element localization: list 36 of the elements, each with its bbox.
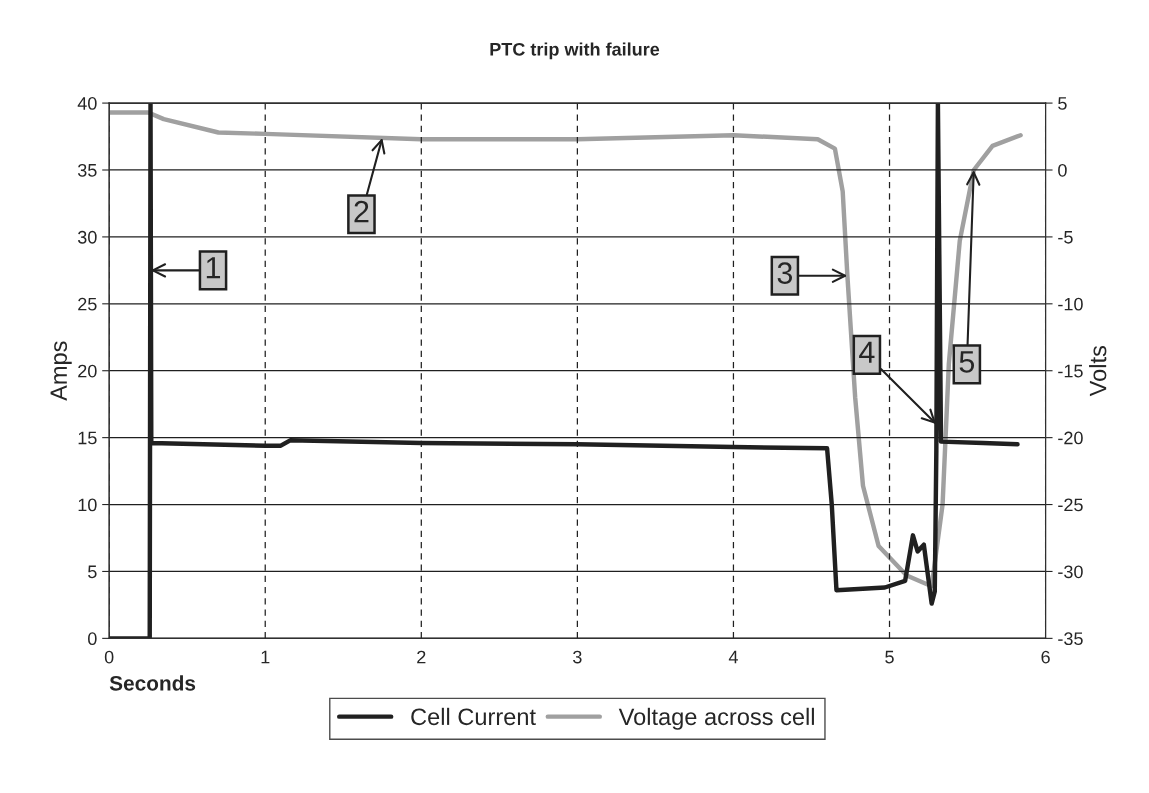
y2-tick-label: -5	[1058, 231, 1073, 244]
y2-tick-label: -20	[1058, 431, 1083, 445]
y-tick-label: 25	[78, 297, 97, 311]
annotation: 3	[777, 262, 793, 284]
y-tick-label: 10	[78, 498, 97, 512]
y2-tick-label: -10	[1058, 297, 1083, 311]
y-tick-label: 35	[77, 163, 97, 177]
y2-tick-label: -25	[1058, 498, 1083, 512]
y2-tick-label: 0	[1058, 163, 1067, 177]
y-tick-label: 20	[78, 364, 97, 378]
y2-tick-label: -30	[1058, 565, 1083, 579]
annotation: 5	[959, 351, 975, 373]
x-tick-label: 5	[885, 650, 894, 664]
y-tick-label: 5	[88, 565, 97, 579]
annotation: 1	[206, 257, 221, 279]
x-tick-label: 4	[728, 650, 738, 664]
y2-tick-label: 5	[1058, 97, 1067, 110]
y-tick-label: 40	[77, 97, 97, 110]
x-axis-title: Seconds	[109, 675, 196, 691]
y2-tick-label: -15	[1058, 364, 1083, 378]
y-tick-label: 15	[78, 431, 97, 445]
legend-label: Voltage across cell	[618, 707, 814, 730]
chart-title: PTC trip with failure	[490, 42, 660, 60]
y-tick-label: 30	[77, 230, 97, 244]
x-tick-label: 3	[573, 650, 582, 664]
legend-label: Cell Current	[411, 707, 536, 726]
x-tick-label: 0	[104, 650, 114, 664]
y2-axis-title: Volts	[1089, 345, 1107, 397]
y-axis-title: Amps	[50, 341, 72, 401]
x-tick-label: 2	[417, 650, 426, 664]
annotation: 4	[859, 341, 875, 363]
y-tick-label: 0	[88, 632, 97, 646]
y2-tick-label: -35	[1058, 632, 1083, 646]
x-tick-label: 6	[1041, 650, 1050, 664]
annotation: 2	[354, 200, 369, 223]
x-tick-label: 1	[261, 650, 270, 664]
